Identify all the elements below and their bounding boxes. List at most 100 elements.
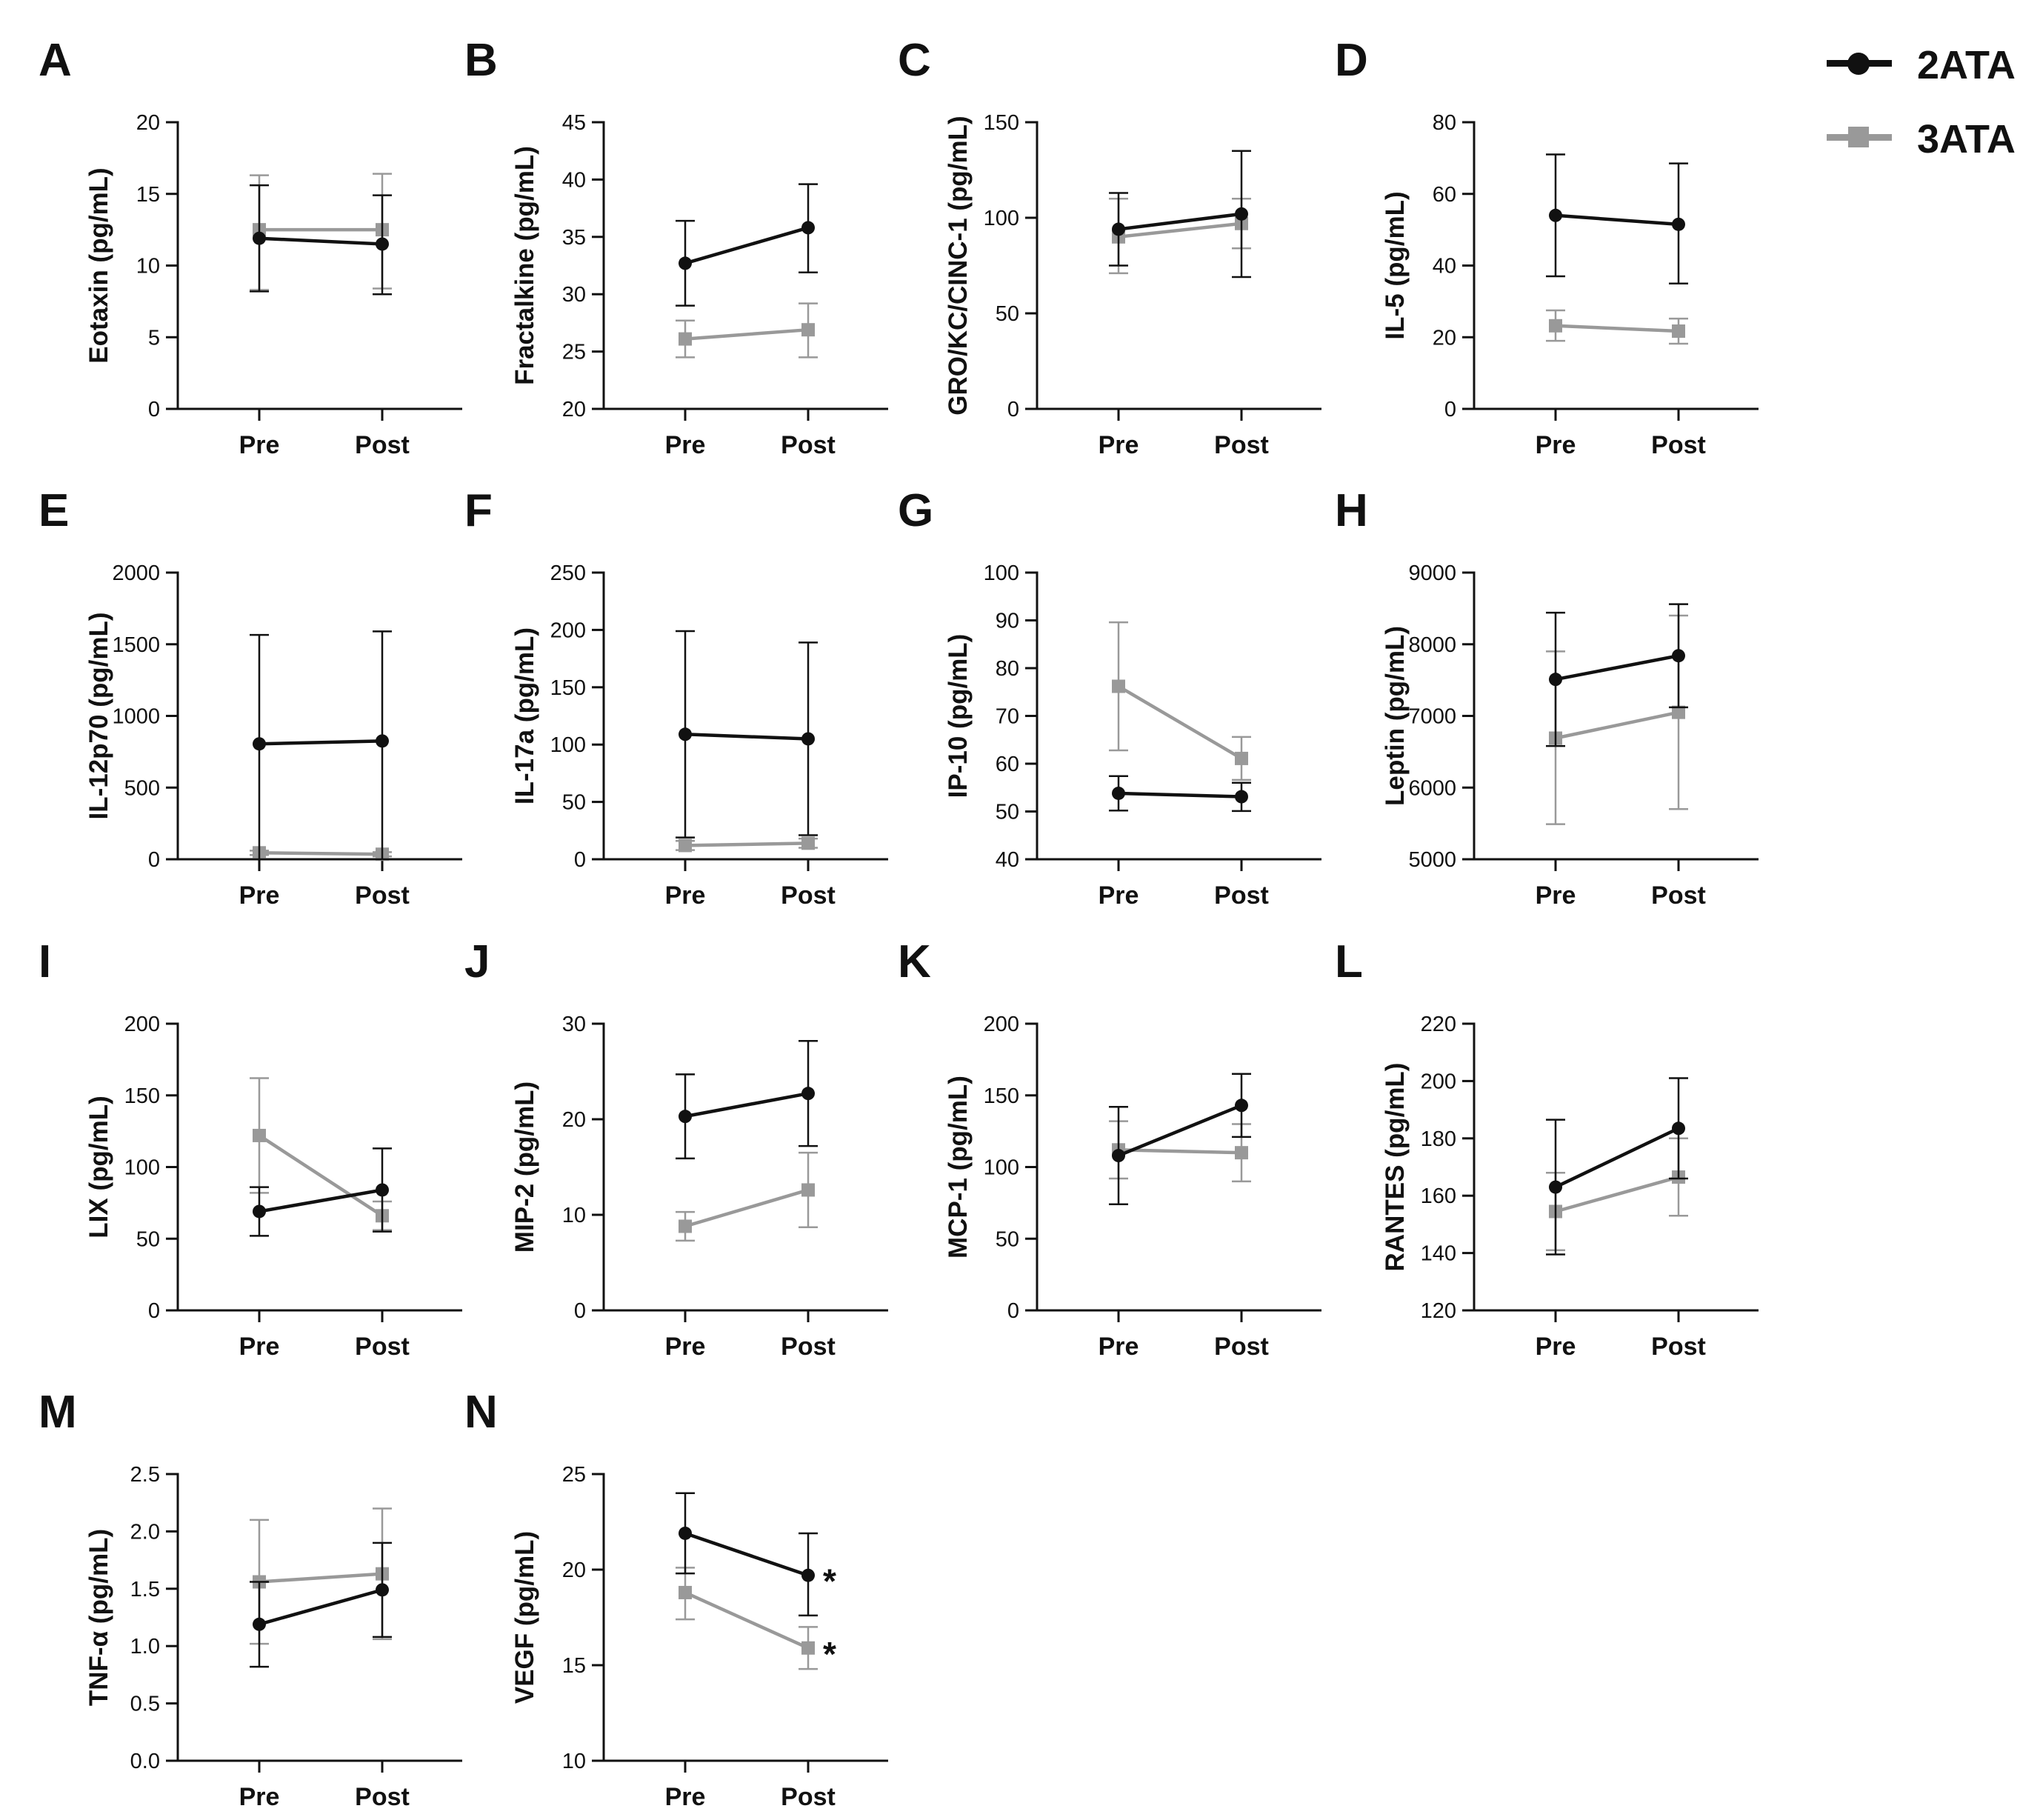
significance-asterisk: * [823,1562,836,1601]
y-axis-title: IL-12p70 (pg/mL) [84,612,113,819]
y-tick-label: 200 [124,1013,160,1036]
legend: 2ATA 3ATA [1822,33,2016,181]
y-tick-label: 140 [1421,1242,1456,1266]
x-tick-label: Post [1214,431,1269,459]
y-tick-label: 0 [148,1299,160,1323]
series-line [684,327,809,341]
series-2ata [1109,775,1251,813]
series-3ata [676,1567,818,1670]
series-3ata [1546,1137,1688,1251]
panel-f: F 0 50 100 150 200 250 Pre Post IL-17a (pg/mL) [464,485,888,910]
data-point [801,221,815,235]
panel-e: E 0 500 1000 1500 2000 Pre Post IL-12p70 (pg/mL) [39,485,462,910]
series-line [1118,221,1242,239]
x-tick-label: Post [1651,1333,1706,1361]
data-point [1549,208,1562,222]
y-tick-label: 80 [1433,111,1456,135]
y-tick-label: 6000 [1408,776,1456,800]
series-line [1118,1104,1242,1158]
y-axis-title: MIP-2 (pg/mL) [510,1081,539,1253]
data-point [801,1087,815,1101]
y-tick-label: 1.0 [130,1635,160,1659]
data-point [1112,222,1125,236]
data-point [679,1585,692,1599]
series-line [259,851,383,856]
series-line [684,733,809,741]
y-tick-label: 10 [562,1204,586,1227]
y-axis-title: LIX (pg/mL) [84,1096,113,1238]
panel-letter: E [39,485,69,536]
legend-marker-circle [1847,53,1870,75]
data-point [1672,649,1685,663]
x-tick-label: Post [781,881,836,910]
y-tick-label: 150 [984,1084,1019,1108]
x-tick-label: Pre [665,881,706,910]
data-point [679,256,692,270]
series-2ata [250,1147,392,1237]
series-line [684,1091,809,1119]
legend-item-3ata: 3ATA [1822,107,2016,181]
y-tick-label: 0 [1007,398,1019,421]
x-tick-label: Pre [1099,881,1139,910]
series-3ata [1109,621,1251,781]
data-point [1112,786,1125,800]
data-point [1549,673,1562,687]
y-tick-label: 80 [996,657,1019,681]
y-tick-label: 250 [550,561,586,585]
series-2ata [1546,1077,1688,1256]
panel-letter: G [898,485,933,536]
y-tick-label: 2000 [112,561,160,585]
x-tick-label: Post [1651,881,1706,910]
y-tick-label: 0.0 [130,1750,160,1773]
y-tick-label: 50 [562,791,586,815]
y-tick-label: 20 [1433,326,1456,350]
data-point [801,732,815,746]
series-line [1555,710,1679,740]
y-tick-label: 8000 [1408,633,1456,657]
series-line [684,1531,809,1577]
y-tick-label: 2.5 [130,1463,160,1487]
y-tick-label: 20 [136,111,160,135]
x-tick-label: Pre [1099,431,1139,459]
x-tick-label: Post [1651,431,1706,459]
y-tick-label: 10 [136,255,160,279]
y-tick-label: 180 [1421,1127,1456,1151]
x-tick-label: Post [355,881,410,910]
y-tick-label: 60 [1433,183,1456,207]
series-2ata [1109,1073,1251,1206]
y-tick-label: 0 [574,1299,586,1323]
series-3ata [250,1507,392,1645]
data-point [679,1526,692,1540]
series-line [1555,213,1679,227]
y-tick-label: 200 [550,619,586,642]
y-tick-label: 35 [562,226,586,250]
y-tick-label: 40 [562,168,586,192]
data-point [253,1128,266,1142]
y-tick-label: 0 [1444,398,1456,421]
data-point [1549,1180,1562,1194]
data-point [679,839,692,853]
y-axis-title: IP-10 (pg/mL) [944,634,973,799]
series-line [1555,654,1679,681]
panel-letter: A [39,35,72,86]
x-tick-label: Post [1214,1333,1269,1361]
y-tick-label: 0 [148,398,160,421]
data-point [679,727,692,741]
y-tick-label: 150 [984,111,1019,135]
panel-letter: I [39,936,51,987]
y-tick-label: 60 [996,753,1019,776]
data-point [253,1617,266,1631]
panel-letter: F [464,485,493,536]
series-line [1118,791,1242,799]
panel-letter: J [464,936,490,987]
series-line [258,1134,384,1218]
x-tick-label: Post [1214,881,1269,910]
x-tick-label: Pre [665,431,706,459]
series-2ata [250,184,392,296]
data-point [801,323,815,337]
legend-item-2ata: 2ATA [1822,33,2016,107]
y-tick-label: 50 [996,302,1019,326]
series-line [1555,324,1679,333]
x-tick-label: Pre [1536,1333,1576,1361]
y-tick-label: 0 [148,848,160,872]
